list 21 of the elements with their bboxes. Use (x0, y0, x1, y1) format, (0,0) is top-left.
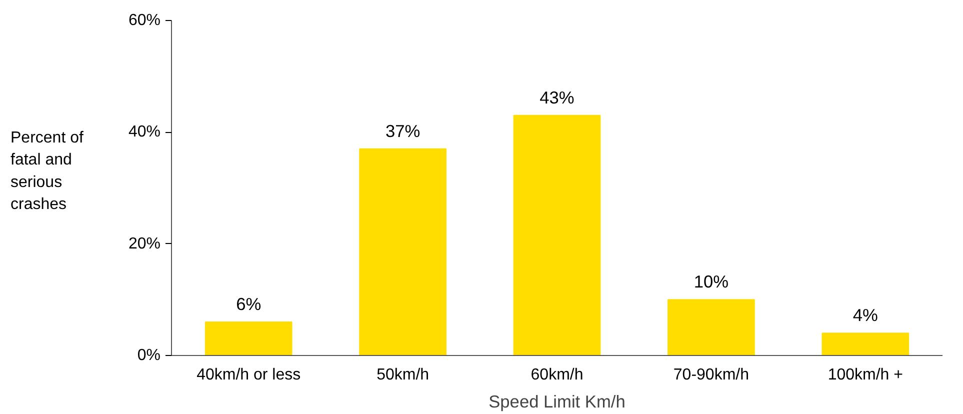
data-label: 43% (540, 87, 574, 108)
y-tick-label: 60% (128, 12, 161, 29)
y-tick-label: 0% (137, 347, 160, 364)
x-axis-title: Speed Limit Km/h (488, 392, 626, 412)
x-tick-label: 70-90km/h (673, 366, 749, 384)
y-tick-label: 20% (128, 235, 161, 252)
bar (513, 114, 601, 356)
bar (204, 322, 292, 356)
x-tick-label: 100km/h + (828, 366, 903, 384)
y-tick-label: 40% (128, 124, 161, 141)
bar (359, 148, 446, 356)
data-label: 4% (852, 305, 878, 326)
data-label: 10% (694, 272, 729, 292)
x-tick-label: 40km/h or less (196, 366, 301, 384)
x-tick-label: 60km/h (530, 366, 584, 384)
data-label: 6% (236, 294, 262, 314)
bar (822, 332, 910, 356)
bar (668, 299, 755, 356)
x-tick-label: 50km/h (376, 366, 430, 384)
data-label: 37% (385, 120, 420, 141)
y-axis-title: Percent of fatal and serious crashes (10, 130, 84, 213)
